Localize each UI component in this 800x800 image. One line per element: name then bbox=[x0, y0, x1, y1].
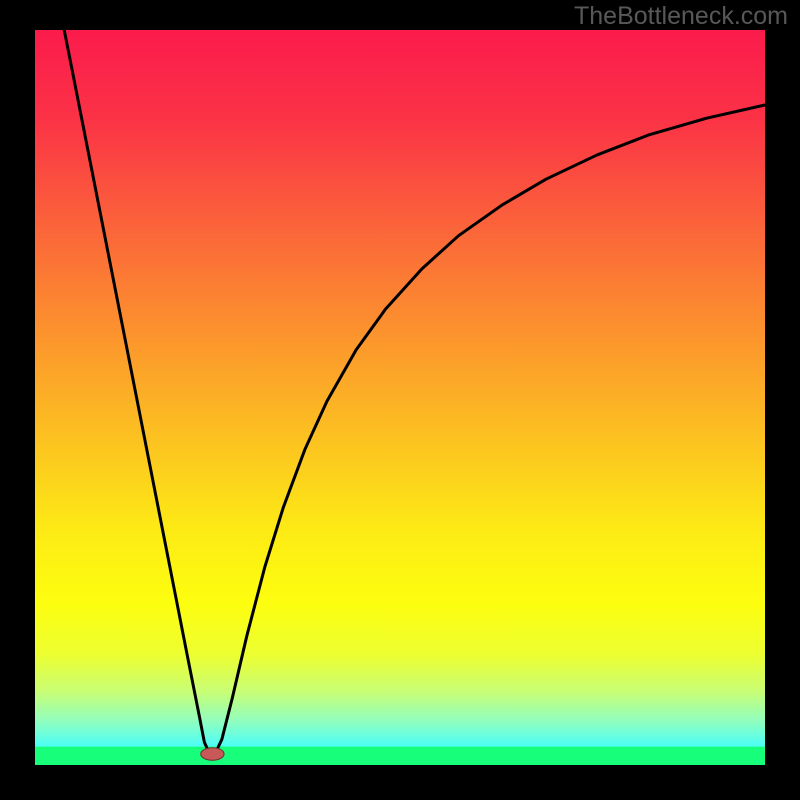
plot-area bbox=[35, 30, 765, 765]
chart-svg bbox=[35, 30, 765, 765]
green-band bbox=[35, 747, 765, 765]
gradient-background bbox=[35, 30, 765, 765]
watermark-text: TheBottleneck.com bbox=[574, 2, 788, 31]
optimum-marker bbox=[201, 748, 224, 760]
chart-container: TheBottleneck.com bbox=[0, 0, 800, 800]
